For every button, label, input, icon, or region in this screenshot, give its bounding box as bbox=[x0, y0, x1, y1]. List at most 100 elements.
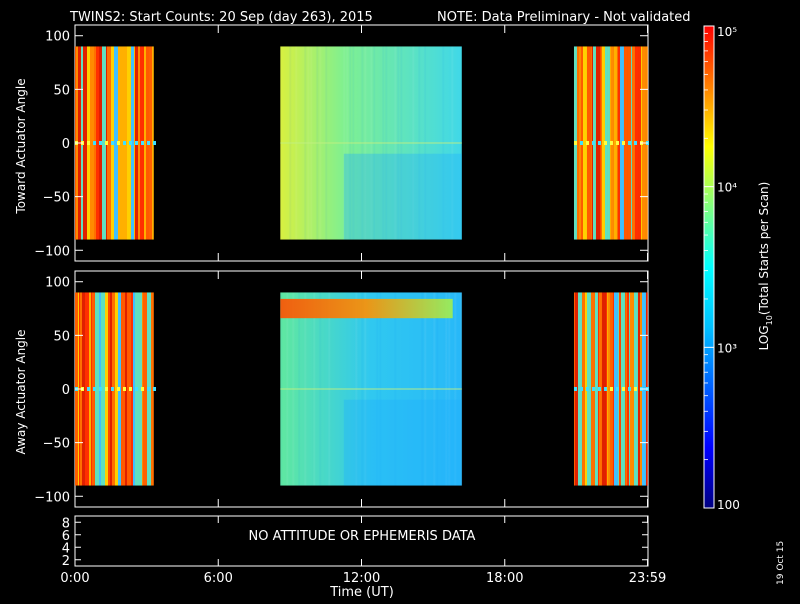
heatmap-stripe bbox=[120, 46, 124, 240]
heatmap-texture bbox=[400, 46, 403, 240]
heatmap-texture bbox=[319, 46, 322, 240]
y-tick-label: −100 bbox=[34, 244, 70, 259]
heatmap-texture bbox=[436, 292, 439, 486]
heatmap-stripe bbox=[576, 46, 579, 240]
colorbar-label: LOG10(Total Starts per Scan) bbox=[757, 182, 774, 351]
y-tick-label: 50 bbox=[53, 329, 70, 344]
heatmap-stripe bbox=[629, 292, 634, 486]
zero-angle-trace bbox=[105, 387, 108, 391]
zero-angle-trace bbox=[585, 141, 589, 145]
heatmap-texture bbox=[280, 292, 283, 486]
zero-angle-trace bbox=[615, 387, 619, 391]
zero-angle-trace bbox=[621, 387, 625, 391]
heatmap-stripe bbox=[83, 46, 87, 240]
zero-angle-trace bbox=[633, 387, 637, 391]
zero-angle-trace bbox=[117, 141, 120, 145]
zero-angle-trace bbox=[579, 387, 583, 391]
x-tick-label: 6:00 bbox=[204, 571, 233, 586]
zero-angle-trace bbox=[111, 387, 114, 391]
heatmap-texture bbox=[292, 292, 295, 486]
heatmap-texture bbox=[460, 292, 463, 486]
heatmap-texture bbox=[364, 292, 367, 486]
heatmap-block bbox=[280, 46, 462, 240]
x-tick-label: 23:59 bbox=[629, 571, 666, 586]
colorbar-tick-label: 100 bbox=[717, 498, 740, 512]
y-tick-label: 50 bbox=[53, 83, 70, 98]
colorbar: 10⁵ 10⁴ 10³ 100 bbox=[703, 25, 740, 512]
heatmap-texture bbox=[319, 292, 322, 486]
x-tick-label: 0:00 bbox=[60, 571, 89, 586]
y-tick-label: 0 bbox=[62, 137, 70, 152]
heatmap-stripe bbox=[90, 46, 94, 240]
heatmap-stripe bbox=[114, 46, 118, 240]
heatmap-stripe bbox=[101, 292, 105, 486]
heatmap-stripe bbox=[133, 292, 135, 486]
zero-angle-trace bbox=[93, 141, 96, 145]
heatmap-texture bbox=[445, 292, 448, 486]
heatmap-texture bbox=[412, 46, 415, 240]
zero-angle-trace bbox=[597, 387, 601, 391]
heatmap-texture bbox=[352, 46, 355, 240]
preliminary-note: NOTE: Data Preliminary - Not validated bbox=[437, 10, 691, 25]
heatmap-texture bbox=[307, 46, 310, 240]
zero-angle-trace bbox=[627, 387, 631, 391]
zero-angle-trace bbox=[627, 141, 631, 145]
zero-angle-trace bbox=[135, 387, 138, 391]
heatmap-texture bbox=[355, 292, 358, 486]
zero-angle-trace bbox=[111, 141, 114, 145]
heatmap-texture bbox=[370, 46, 373, 240]
x-tick-label: 18:00 bbox=[486, 571, 523, 586]
heatmap-stripe bbox=[582, 46, 587, 240]
colorbar-label-base: LOG bbox=[757, 325, 771, 350]
heatmap-texture bbox=[418, 46, 421, 240]
zero-angle-trace bbox=[609, 141, 613, 145]
heatmap-texture bbox=[325, 46, 328, 240]
heatmap-texture bbox=[304, 46, 307, 240]
zero-angle-trace bbox=[615, 141, 619, 145]
zero-angle-trace bbox=[603, 387, 607, 391]
heatmap-texture bbox=[313, 292, 316, 486]
colorbar-tick-label: 10³ bbox=[717, 341, 737, 355]
zero-angle-trace bbox=[105, 141, 108, 145]
heatmap-stripe bbox=[134, 46, 135, 240]
heatmap-stripe bbox=[606, 292, 608, 486]
heatmap-stripe bbox=[612, 292, 614, 486]
heatmap-texture bbox=[424, 292, 427, 486]
x-tick-label: 12:00 bbox=[343, 571, 380, 586]
zero-angle-trace bbox=[123, 141, 126, 145]
zero-angle-trace bbox=[87, 387, 90, 391]
heatmap-stripe bbox=[623, 46, 628, 240]
heatmap-texture bbox=[379, 292, 382, 486]
zero-angle-trace bbox=[579, 141, 583, 145]
heatmap-texture bbox=[304, 292, 307, 486]
zero-angle-trace bbox=[129, 387, 132, 391]
zero-angle-trace bbox=[585, 387, 589, 391]
y-tick-label: 0 bbox=[62, 383, 70, 398]
heatmap-texture bbox=[346, 46, 349, 240]
heatmap-shade bbox=[343, 153, 462, 240]
heatmap-stripe bbox=[590, 46, 592, 240]
heatmap-texture bbox=[394, 292, 397, 486]
heatmap-stripe bbox=[151, 292, 154, 486]
zero-angle-trace bbox=[87, 141, 90, 145]
heatmap-texture bbox=[361, 46, 364, 240]
zero-angle-trace bbox=[141, 141, 144, 145]
heatmap-texture bbox=[385, 46, 388, 240]
heatmap-stripe bbox=[138, 292, 142, 486]
heatmap-stripe bbox=[581, 292, 585, 486]
heatmap-texture bbox=[343, 46, 346, 240]
y-tick-label: 8 bbox=[62, 516, 70, 531]
top-panel-heatmap: 100 50 0 −50 −100 bbox=[34, 24, 649, 262]
heatmap-block bbox=[280, 292, 462, 486]
no-data-message: NO ATTITUDE OR EPHEMERIS DATA bbox=[249, 529, 476, 544]
heatmap-stripe bbox=[149, 46, 152, 240]
heatmap-texture bbox=[286, 292, 289, 486]
y-tick-label: 2 bbox=[62, 554, 70, 569]
heatmap-texture bbox=[421, 292, 424, 486]
colorbar-label-rest: (Total Starts per Scan) bbox=[757, 182, 771, 316]
heatmap-stripe bbox=[607, 292, 610, 486]
heatmap-stripe bbox=[144, 46, 146, 240]
heatmap-texture bbox=[448, 292, 451, 486]
